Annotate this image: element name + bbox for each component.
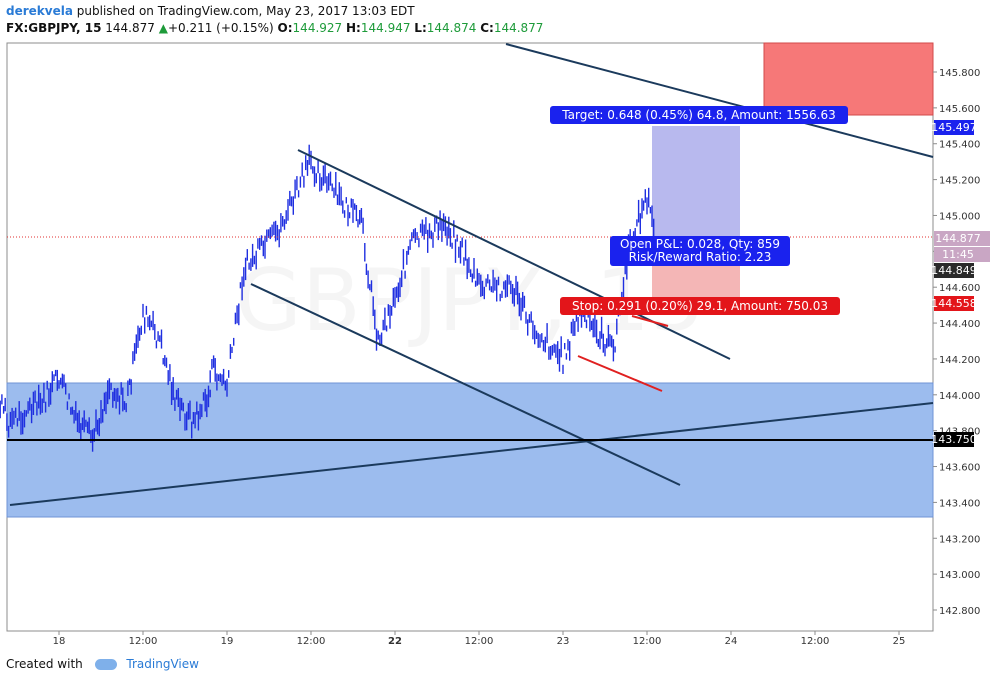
price-tag-target: 145.497 [931,120,977,135]
price-tag-last-text: 144.877 [935,232,981,245]
stop-label-box [560,297,840,315]
red-zone[interactable] [763,42,934,116]
close-value: 144.877 [493,21,544,35]
price-tag-support-text: 143.750 [931,433,977,446]
chart-header: derekvela published on TradingView.com, … [6,3,543,37]
y-tick-label: 145.600 [939,104,980,115]
y-tick-label: 143.600 [939,463,980,474]
high-label: H: [346,21,361,35]
pnl-label-box [610,236,790,266]
y-tick-label: 145.800 [939,68,980,79]
x-tick-label: 12:00 [801,636,830,647]
y-tick-label: 144.000 [939,391,980,402]
price-tag-countdown: 11:45 [934,247,990,262]
published-text: published on TradingView.com, May 23, 20… [76,4,415,18]
y-tick-label: 145.200 [939,176,980,187]
rising-trendline[interactable] [9,402,934,506]
change-value: +0.211 (+0.15%) [167,21,274,35]
stop-label[interactable]: Stop: 0.291 (0.20%) 29.1, Amount: 750.03 [560,297,840,315]
pnl-label[interactable]: Open P&L: 0.028, Qty: 859 Risk/Reward Ra… [610,236,790,266]
x-tick-label: 23 [557,636,570,647]
author-link[interactable]: derekvela [6,4,73,18]
high-value: 144.947 [360,21,411,35]
candles [0,144,655,452]
x-axis: 18 12:00 19 12:00 22 12:00 23 12:00 24 12:00 25 [53,631,906,647]
y-tick-label: 144.600 [939,283,980,294]
tradingview-link[interactable]: TradingView [126,657,199,671]
price-tag-last: 144.877 [934,231,990,246]
up-arrow-icon: ▲ [158,21,168,35]
stop-label-text: Stop: 0.291 (0.20%) 29.1, Amount: 750.03 [572,299,828,313]
price-tag-support: 143.750 [931,432,977,447]
target-zone[interactable] [652,126,740,237]
y-tick-label: 143.400 [939,498,980,509]
price-tag-target-text: 145.497 [931,121,977,134]
price-tag-stop: 144.558 [931,296,977,311]
y-tick-label: 143.200 [939,534,980,545]
price-tag-countdown-text: 11:45 [942,248,974,261]
y-axis: 145.800 145.600 145.400 145.200 145.000 144.8… [933,68,980,617]
symbol-label: FX:GBPJPY, 15 [6,21,102,35]
price-tag-stop-text: 144.558 [931,297,977,310]
open-label: O: [277,21,293,35]
support-zone[interactable] [6,382,934,518]
x-tick-label: 22 [388,636,402,647]
close-label: C: [480,21,494,35]
tradingview-cloud-icon [94,659,117,670]
y-tick-label: 145.000 [939,211,980,222]
x-tick-label: 18 [53,636,66,647]
pnl-line1: Open P&L: 0.028, Qty: 859 [620,237,780,251]
last-price: 144.877 [105,21,155,35]
footer: Created with TradingView [6,657,199,671]
descending-channel-bottom[interactable] [250,283,681,486]
target-label-text: Target: 0.648 (0.45%) 64.8, Amount: 1556… [561,108,835,122]
upper-channel-line[interactable] [505,43,934,158]
y-tick-label: 145.400 [939,140,980,151]
y-tick-label: 142.800 [939,606,980,617]
x-tick-label: 24 [725,636,738,647]
price-tag-entry-text: 144.849 [931,264,977,277]
x-tick-label: 12:00 [633,636,662,647]
open-value: 144.927 [292,21,343,35]
created-with-text: Created with [6,657,83,671]
y-tick-label: 144.200 [939,355,980,366]
x-tick-label: 19 [221,636,234,647]
stop-red-line[interactable] [631,315,669,327]
low-label: L: [414,21,427,35]
y-tick-label: 144.400 [939,319,980,330]
y-tick-label: 143.000 [939,570,980,581]
short-red-line[interactable] [577,355,663,392]
target-label-box [550,106,848,124]
price-tag-entry: 144.849 [931,263,977,278]
pnl-line2: Risk/Reward Ratio: 2.23 [629,250,772,264]
x-tick-label: 12:00 [465,636,494,647]
target-label[interactable]: Target: 0.648 (0.45%) 64.8, Amount: 1556… [550,106,848,124]
low-value: 144.874 [426,21,477,35]
x-tick-label: 12:00 [129,636,158,647]
x-tick-label: 12:00 [297,636,326,647]
x-tick-label: 25 [893,636,906,647]
